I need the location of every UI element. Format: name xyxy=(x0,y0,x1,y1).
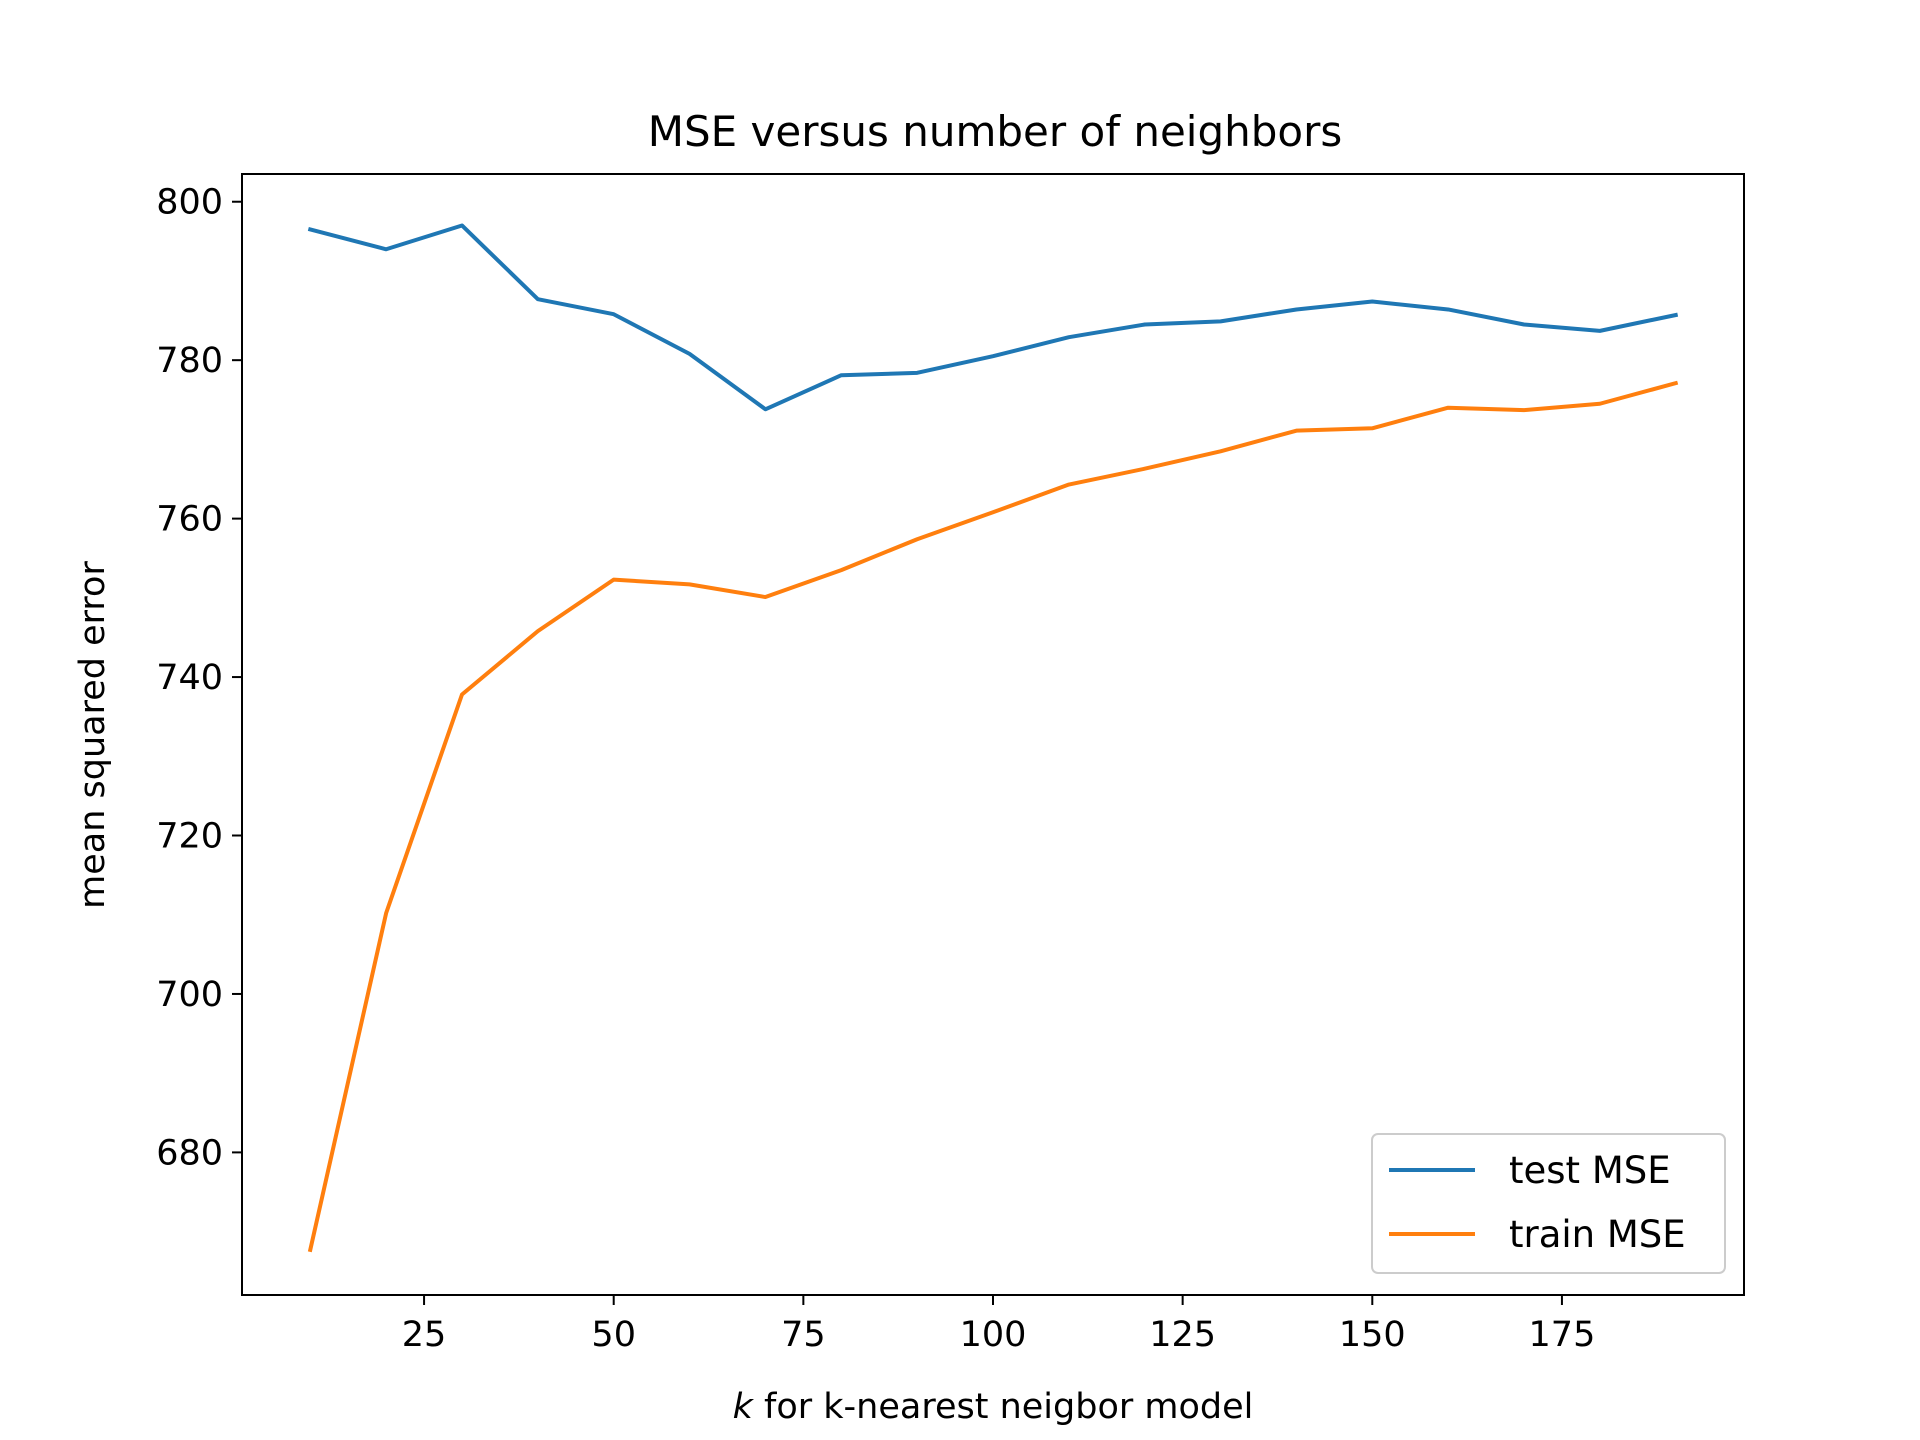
y-tick-label: 680 xyxy=(156,1133,223,1173)
x-tick-label: 25 xyxy=(402,1315,447,1355)
x-axis-ticks: 25 50 75 100 125 150 175 xyxy=(402,1295,1596,1355)
y-tick-label: 760 xyxy=(156,500,223,540)
y-tick-label: 740 xyxy=(156,658,223,698)
y-tick-label: 780 xyxy=(156,341,223,381)
y-tick-label: 800 xyxy=(156,183,223,223)
legend-train-mse-label: train MSE xyxy=(1509,1213,1686,1256)
chart-title: MSE versus number of neighbors xyxy=(648,107,1343,156)
x-tick-label: 150 xyxy=(1339,1315,1406,1355)
x-tick-label: 175 xyxy=(1529,1315,1596,1355)
plot-area xyxy=(242,174,1744,1295)
y-tick-label: 720 xyxy=(156,817,223,857)
series-line-train-mse xyxy=(307,380,1679,1253)
x-axis-title-rest: for k-nearest neigbor model xyxy=(753,1387,1253,1427)
x-tick-label: 125 xyxy=(1149,1315,1216,1355)
y-tick-label: 700 xyxy=(156,975,223,1015)
y-axis-title: mean squared error xyxy=(73,561,113,909)
series-layer xyxy=(307,223,1679,1253)
x-axis-variable: k xyxy=(733,1387,755,1427)
x-tick-label: 100 xyxy=(960,1315,1027,1355)
legend: test MSE train MSE xyxy=(1371,1133,1726,1274)
y-axis-ticks: 680 700 720 740 760 780 800 xyxy=(156,183,242,1173)
series-line-test-mse xyxy=(307,223,1679,412)
x-axis-title: k for k-nearest neigbor model xyxy=(733,1387,1254,1427)
x-tick-label: 75 xyxy=(781,1315,826,1355)
x-tick-label: 50 xyxy=(591,1315,636,1355)
legend-test-mse-label: test MSE xyxy=(1509,1149,1671,1192)
